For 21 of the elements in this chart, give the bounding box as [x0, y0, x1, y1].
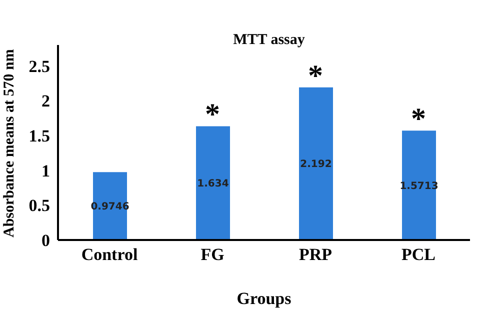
y-tick-label: 2 [42, 92, 50, 111]
x-tick-label: PCL [402, 245, 436, 264]
y-tick-label: 1 [42, 161, 50, 180]
x-axis-title: Groups [236, 289, 292, 308]
y-axis-title: Absorbance means at 570 nm [1, 48, 18, 238]
bar [402, 130, 436, 240]
data-label: 1.634 [197, 178, 229, 190]
y-tick-label: 1.5 [28, 126, 50, 146]
x-tick-label: FG [200, 245, 224, 264]
bar [196, 126, 230, 240]
y-tick-label: 2.5 [28, 56, 50, 76]
annotation: * [411, 102, 426, 136]
y-tick-label: 0.5 [28, 196, 50, 216]
annotation: * [205, 98, 220, 132]
data-label: 2.192 [300, 159, 332, 170]
chart-title: MTT assay [232, 32, 306, 49]
y-tick-label: 0 [42, 231, 50, 250]
bar [299, 87, 333, 240]
annotation: * [308, 59, 323, 92]
x-tick-label: Control [81, 245, 138, 264]
x-tick-label: PRP [298, 245, 332, 264]
